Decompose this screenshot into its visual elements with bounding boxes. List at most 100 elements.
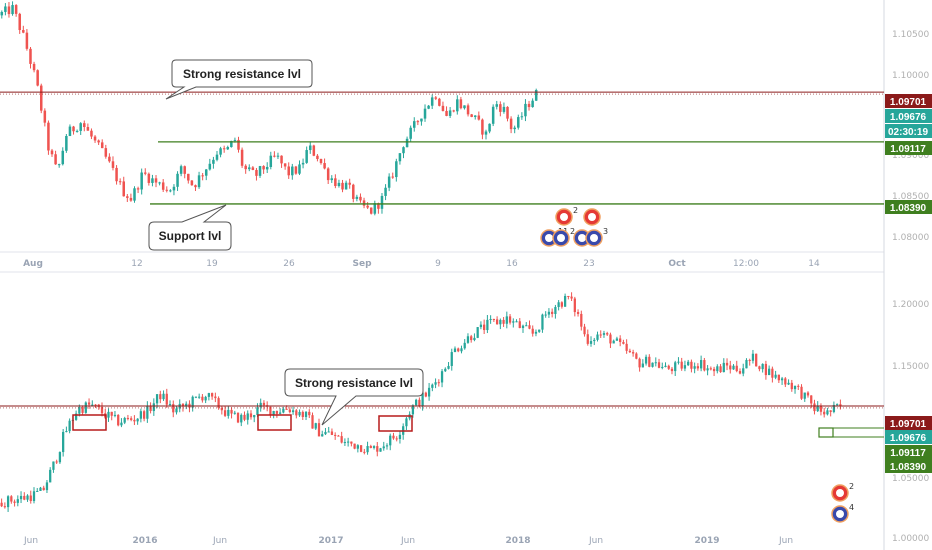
candle-body — [198, 396, 201, 398]
candle-body — [86, 127, 90, 131]
candle-body — [317, 423, 321, 437]
candle-body — [223, 410, 227, 416]
candle-body — [36, 70, 39, 86]
candle-body — [416, 121, 420, 123]
candle-body — [183, 166, 186, 174]
candle-body — [573, 298, 576, 313]
candle-body — [418, 399, 421, 406]
highlight-box — [72, 414, 107, 431]
candle-body — [420, 118, 423, 122]
highlight-box — [257, 414, 292, 431]
candle-body — [87, 402, 91, 405]
candle-body — [278, 412, 282, 414]
candle-body — [272, 411, 275, 416]
event-badge-eur-icon-inner — [578, 234, 586, 242]
candle-body — [210, 393, 214, 397]
candle-body — [26, 495, 29, 500]
candle-body — [312, 145, 316, 156]
candle-body — [362, 200, 366, 206]
candle-body — [525, 325, 528, 327]
candle-body — [797, 385, 800, 387]
candle-body — [115, 167, 118, 182]
candle-body — [755, 353, 758, 367]
candle-body — [518, 321, 521, 329]
candle-body — [379, 448, 382, 452]
candle-body — [50, 150, 54, 155]
candle-body — [72, 126, 75, 132]
candle-body — [179, 166, 183, 174]
candle-body — [81, 407, 84, 413]
candle-body — [764, 363, 768, 376]
candle-body — [308, 411, 311, 416]
candle-body — [423, 108, 427, 119]
event-badge-chf-icon-inner — [560, 213, 568, 221]
candle-body — [517, 117, 520, 128]
candle-body — [126, 196, 129, 198]
candle-body — [806, 392, 810, 396]
candle-body — [107, 411, 110, 418]
price-tag-timer — [885, 124, 932, 138]
candle-body — [341, 182, 344, 190]
candle-body — [719, 366, 722, 373]
candle-body — [625, 343, 628, 351]
candle-body — [583, 326, 586, 335]
candle-body — [384, 187, 387, 196]
candle-body — [513, 127, 516, 130]
candle-body — [305, 150, 308, 163]
candle-body — [117, 414, 120, 426]
y-tick-label: 1.15000 — [892, 362, 929, 372]
candle-body — [735, 365, 738, 372]
candle-body — [94, 404, 97, 406]
candle-body — [168, 404, 172, 406]
candle-body — [813, 403, 816, 412]
candle-body — [683, 365, 687, 369]
candle-body — [161, 182, 165, 190]
candle-body — [506, 106, 509, 119]
candle-body — [155, 394, 159, 404]
candle-body — [230, 409, 233, 414]
event-badge-eur-icon-inner — [836, 510, 844, 518]
candle-body — [612, 340, 615, 344]
candle-body — [457, 348, 460, 352]
candle-body — [434, 382, 437, 385]
candle-body — [311, 415, 314, 429]
candle-body — [123, 417, 126, 423]
candle-body — [43, 110, 47, 123]
callout-bubble — [148, 204, 232, 251]
candle-body — [126, 417, 130, 419]
candle-body — [440, 371, 444, 383]
candle-body — [706, 368, 709, 371]
candle-body — [596, 334, 599, 340]
candle-body — [172, 186, 176, 191]
candle-body — [363, 451, 366, 453]
candle-body — [748, 359, 751, 361]
price-tag-label: 1.09117 — [890, 144, 926, 155]
candle-body — [217, 398, 220, 408]
x-tick-label: Oct — [668, 259, 686, 269]
candle-body — [409, 127, 412, 139]
candle-body — [644, 356, 648, 364]
candle-body — [57, 164, 61, 166]
candle-body — [486, 319, 489, 331]
candle-body — [780, 378, 784, 381]
candle-body — [631, 352, 635, 354]
candle-body — [295, 410, 298, 416]
candle-body — [194, 396, 198, 398]
candle-body — [14, 5, 18, 14]
candle-body — [291, 410, 295, 413]
candle-body — [554, 307, 557, 314]
candle-body — [58, 452, 62, 463]
candle-body — [65, 431, 68, 433]
candle-body — [619, 338, 622, 343]
candle-body — [244, 165, 247, 170]
candle-body — [576, 312, 580, 314]
candle-body — [149, 405, 152, 412]
candle-body — [204, 169, 208, 176]
x-tick-label: Jun — [778, 536, 793, 546]
candle-body — [589, 341, 593, 344]
candle-body — [466, 105, 470, 115]
candle-body — [547, 311, 551, 315]
candle-body — [521, 325, 525, 329]
candle-body — [427, 387, 431, 397]
